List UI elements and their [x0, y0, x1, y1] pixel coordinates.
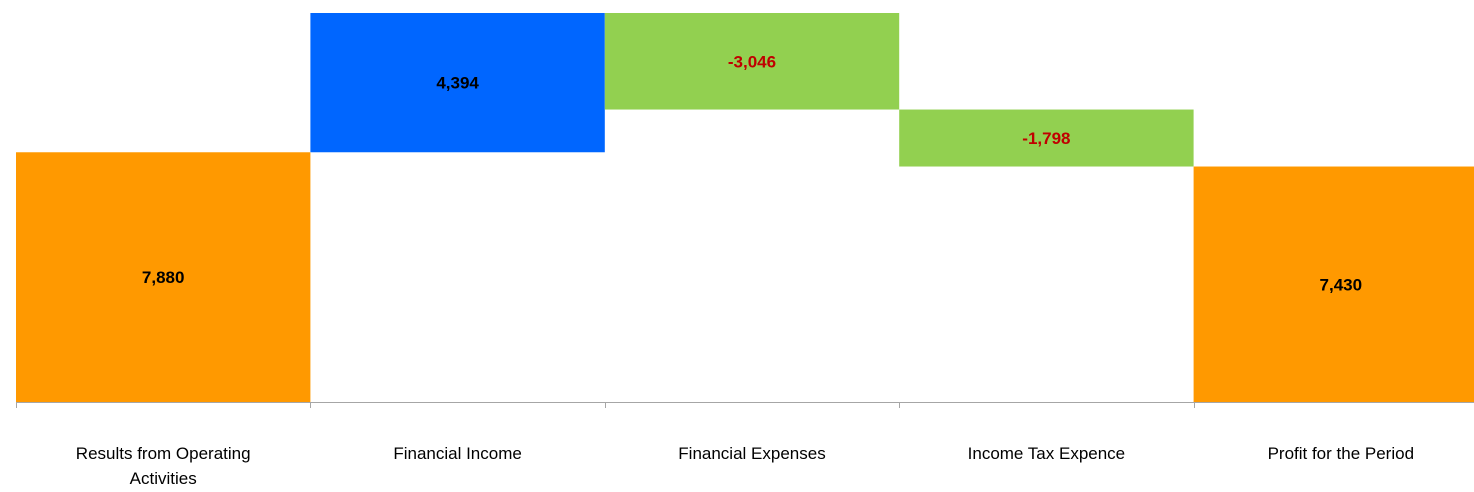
x-axis [16, 402, 1474, 408]
data-label-3: -1,798 [1022, 129, 1070, 148]
category-label-2-line-0: Financial Expenses [678, 444, 825, 463]
category-label-3: Income Tax Expence [968, 444, 1126, 463]
data-label-4: 7,430 [1320, 275, 1363, 294]
category-label-0-line-1: Activities [130, 469, 197, 488]
category-label-0: Results from Operating Activities [76, 444, 251, 488]
bar-4 [1193, 166, 1474, 402]
category-label-2: Financial Expenses [678, 444, 825, 463]
category-label-3-line-0: Income Tax Expence [968, 444, 1126, 463]
category-label-4-line-0: Profit for the Period [1268, 444, 1414, 463]
category-labels-layer: Results from Operating Activities Financia… [76, 444, 1414, 488]
data-label-0: 7,880 [142, 268, 185, 287]
data-label-1: 4,394 [436, 74, 479, 93]
category-label-1-line-0: Financial Income [393, 444, 522, 463]
data-label-2: -3,046 [728, 52, 776, 71]
category-label-1: Financial Income [393, 444, 522, 463]
bar-3 [899, 109, 1194, 167]
category-label-4: Profit for the Period [1268, 444, 1414, 463]
bar-0 [16, 152, 311, 402]
value-labels-layer: 7,880 4,394 -3,046 -1,798 7,430 [142, 52, 1362, 294]
bar-2 [604, 13, 900, 110]
category-label-0-line-0: Results from Operating [76, 444, 251, 463]
bar-1 [310, 13, 605, 153]
bars-layer [16, 13, 1474, 402]
